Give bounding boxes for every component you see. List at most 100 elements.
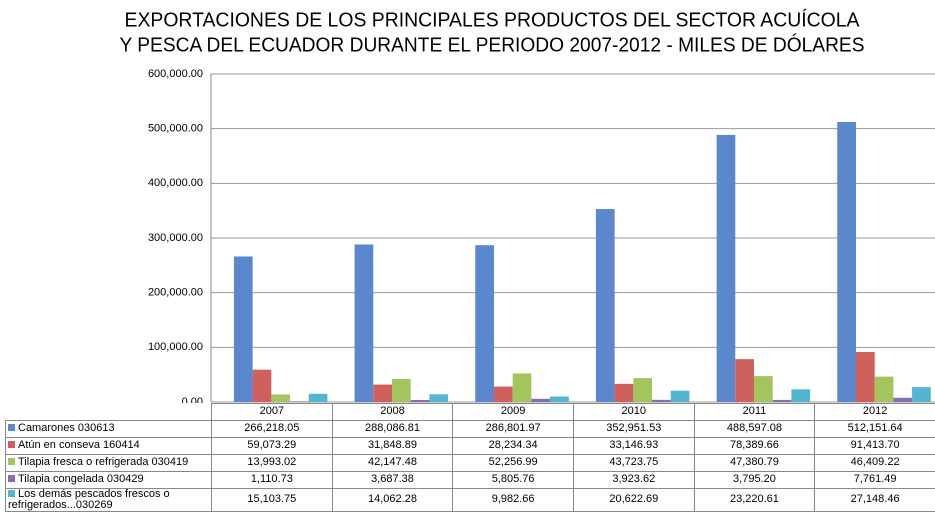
bar: [874, 376, 894, 402]
bar: [614, 383, 634, 402]
legend-label: Los demás pescados frescos o refrigerado…: [8, 488, 170, 511]
y-tick-label: 0.00: [182, 396, 203, 403]
corner-cell: [5, 403, 212, 421]
legend-swatch: [8, 475, 15, 482]
chart-title: Y PESCA DEL ECUADOR DURANTE EL PERIODO 2…: [120, 33, 865, 56]
data-label: 47,380.79: [693, 453, 816, 472]
legend-label: Tilapia fresca o refrigerada 030419: [18, 456, 189, 468]
legend-swatch: [8, 489, 15, 497]
data-label: 488,597.08: [693, 419, 816, 438]
legend-label: Atún en conseva 160414: [18, 439, 140, 451]
legend-cell: Tilapia fresca o refrigerada 030419: [5, 453, 212, 472]
data-label: 7,761.49: [814, 470, 935, 489]
x-tick-label: 2010: [572, 403, 695, 421]
data-label: 91,413.70: [814, 436, 935, 455]
data-label: 3,687.38: [331, 470, 454, 489]
legend-label: Camarones 030613: [18, 422, 115, 434]
bar: [252, 369, 272, 402]
data-label: 31,848.89: [331, 436, 454, 455]
table-row: Camarones 030613 266,218.05 288,086.81 286,…: [5, 419, 935, 438]
y-tick-label: 400,000.00: [148, 177, 203, 189]
y-tick-label: 100,000.00: [148, 341, 203, 353]
bar: [233, 256, 253, 402]
data-label: 266,218.05: [211, 419, 333, 438]
legend-cell: Los demás pescados frescos o refrigerado…: [5, 487, 212, 512]
bar: [531, 398, 551, 402]
bar: [429, 394, 449, 402]
bar: [271, 394, 291, 402]
x-tick-label: 2007: [211, 403, 333, 421]
bar: [410, 399, 430, 402]
legend-swatch: [8, 424, 15, 431]
data-label: 512,151.64: [814, 419, 935, 438]
table-row: Tilapia fresca o refrigerada 030419 13,99…: [5, 453, 935, 472]
legend-cell: Camarones 030613: [5, 419, 212, 438]
data-label: 9,982.66: [452, 487, 574, 512]
data-label: 59,073.29: [211, 436, 333, 455]
data-label: 27,148.46: [814, 487, 935, 512]
y-tick-label: 300,000.00: [148, 232, 203, 244]
table-row: Tilapia congelada 030429 1,110.73 3,687.38…: [5, 470, 935, 489]
data-label: 33,146.93: [572, 436, 695, 455]
legend-label: Tilapia congelada 030429: [18, 473, 144, 485]
chart-plot: EXPORTACIONES DE LOS PRINCIPALES PRODUCT…: [120, 8, 935, 408]
bar: [893, 397, 913, 402]
data-label: 28,234.34: [452, 436, 574, 455]
data-label: 23,220.61: [693, 487, 816, 512]
legend-swatch: [8, 441, 15, 448]
bar: [595, 209, 615, 402]
bar: [791, 389, 811, 402]
x-tick-label: 2008: [331, 403, 454, 421]
data-label: 52,256.99: [452, 453, 574, 472]
data-label: 43,723.75: [572, 453, 695, 472]
bar: [837, 122, 856, 402]
data-label: 46,409.22: [814, 453, 935, 472]
chart-title: EXPORTACIONES DE LOS PRINCIPALES PRODUCT…: [125, 8, 861, 31]
header-row: 2007 2008 2009 2010 2011 2012: [5, 403, 935, 421]
data-label: 14,062.28: [331, 487, 454, 512]
data-label: 15,103.75: [211, 487, 333, 512]
data-label: 3,795.20: [693, 470, 816, 489]
data-label: 288,086.81: [331, 419, 454, 438]
data-label: 1,110.73: [211, 470, 333, 489]
data-label: 352,951.53: [572, 419, 695, 438]
data-label: 42,147.48: [331, 453, 454, 472]
data-label: 5,805.76: [452, 470, 574, 489]
bar: [512, 373, 532, 402]
bar: [475, 245, 494, 402]
bar: [308, 393, 328, 402]
x-tick-label: 2012: [814, 403, 935, 421]
legend-cell: Tilapia congelada 030429: [5, 470, 212, 489]
bar: [670, 390, 690, 402]
data-label: 286,801.97: [452, 419, 574, 438]
bar: [550, 396, 569, 402]
data-label: 78,389.66: [693, 436, 816, 455]
bar: [855, 352, 875, 402]
bar: [716, 134, 736, 402]
bar: [772, 399, 792, 402]
data-label: 13,993.02: [211, 453, 333, 472]
x-tick-label: 2011: [693, 403, 816, 421]
table-row: Atún en conseva 160414 59,073.29 31,848.89…: [5, 436, 935, 455]
bar: [373, 384, 392, 402]
bar: [754, 376, 773, 402]
bar: [735, 359, 754, 402]
table-row: Los demás pescados frescos o refrigerado…: [5, 487, 935, 512]
legend-swatch: [8, 458, 15, 465]
bar: [493, 386, 513, 402]
bar: [354, 244, 374, 402]
legend-cell: Atún en conseva 160414: [5, 436, 212, 455]
bar: [633, 378, 653, 402]
bar: [652, 399, 671, 402]
data-table: 2007 2008 2009 2010 2011 2012 Camarones 030613…: [5, 403, 935, 512]
y-tick-label: 500,000.00: [148, 123, 203, 135]
data-label: 20,622.69: [572, 487, 695, 512]
bar: [290, 401, 309, 402]
x-tick-label: 2009: [452, 403, 574, 421]
y-tick-label: 600,000.00: [148, 68, 203, 80]
bar: [912, 387, 931, 402]
bar: [392, 378, 411, 402]
data-label: 3,923.62: [572, 470, 695, 489]
y-tick-label: 200,000.00: [148, 287, 203, 299]
